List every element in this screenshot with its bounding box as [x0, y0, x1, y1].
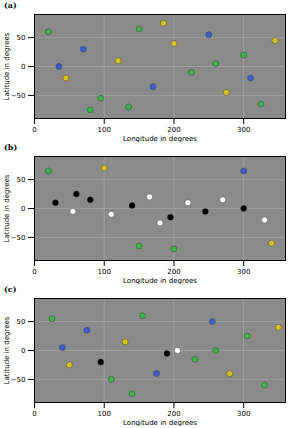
svg-text:100: 100 — [98, 410, 111, 418]
svg-text:100: 100 — [98, 268, 111, 276]
html-text:(b): (b) — [4, 142, 18, 152]
html-text:(c): (c) — [4, 284, 17, 294]
svg-text:−50: −50 — [11, 234, 26, 242]
svg-text:Longitude in degrees: Longitude in degrees — [123, 135, 197, 143]
svg-text:0: 0 — [32, 126, 36, 134]
svg-text:0: 0 — [21, 63, 25, 71]
svg-text:300: 300 — [237, 410, 250, 418]
svg-text:200: 200 — [167, 126, 180, 134]
svg-text:0: 0 — [21, 205, 25, 213]
svg-text:50: 50 — [17, 34, 26, 42]
svg-text:300: 300 — [237, 268, 250, 276]
svg-text:Latitude in degrees: Latitude in degrees — [3, 316, 11, 384]
svg-text:0: 0 — [32, 410, 36, 418]
svg-text:Longitude in degrees: Longitude in degrees — [123, 277, 197, 285]
svg-text:Longitude in degrees: Longitude in degrees — [123, 419, 197, 427]
svg-text:Latitude in degrees: Latitude in degrees — [3, 174, 11, 242]
svg-text:50: 50 — [17, 318, 26, 326]
svg-text:300: 300 — [237, 126, 250, 134]
svg-text:200: 200 — [167, 410, 180, 418]
svg-text:0: 0 — [21, 347, 25, 355]
svg-text:50: 50 — [17, 176, 26, 184]
svg-text:200: 200 — [167, 268, 180, 276]
svg-text:0: 0 — [32, 268, 36, 276]
svg-text:100: 100 — [98, 126, 111, 134]
html-text:(a): (a) — [4, 0, 17, 10]
svg-text:−50: −50 — [11, 376, 26, 384]
svg-text:−50: −50 — [11, 92, 26, 100]
svg-text:Latitude in degrees: Latitude in degrees — [3, 32, 11, 100]
